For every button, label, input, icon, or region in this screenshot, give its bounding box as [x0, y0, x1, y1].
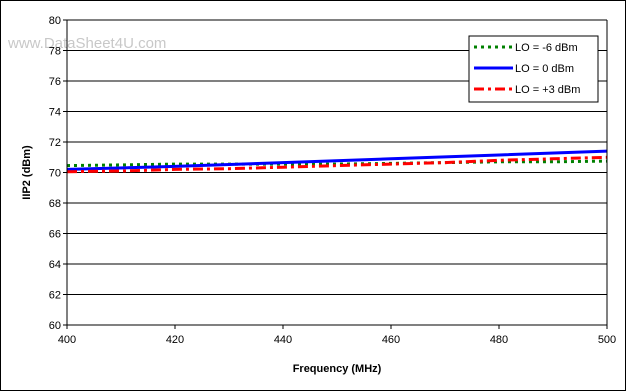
y-tick-label-70: 70: [49, 168, 61, 180]
x-axis-label: Frequency (MHz): [293, 363, 382, 375]
legend-label-2: LO = 0 dBm: [515, 63, 574, 75]
gridlines: [67, 19, 607, 295]
x-tick-label-420: 420: [166, 334, 184, 346]
y-axis-label: IIP2 (dBm): [21, 145, 33, 200]
y-tick-label-66: 66: [49, 229, 61, 241]
series-line-2: [66, 149, 608, 171]
series-line-1: [66, 159, 608, 168]
y-tick-label-60: 60: [49, 320, 61, 332]
series-line-3: [66, 155, 608, 174]
x-tick-label-440: 440: [274, 334, 292, 346]
y-tick-label-78: 78: [49, 46, 61, 58]
legend-label-3: LO = +3 dBm: [515, 84, 580, 96]
x-tick-label-500: 500: [598, 334, 616, 346]
y-tick-label-76: 76: [49, 76, 61, 88]
x-tick-label-460: 460: [382, 334, 400, 346]
legend-label-1: LO = -6 dBm: [515, 42, 578, 54]
y-tick-label-80: 80: [49, 15, 61, 27]
y-tick-label-68: 68: [49, 198, 61, 210]
y-tick-label-62: 62: [49, 290, 61, 302]
y-tick-label-72: 72: [49, 137, 61, 149]
watermark: www.DataSheet4U.com: [7, 35, 166, 52]
y-tick-label-64: 64: [49, 259, 61, 271]
x-tick-label-480: 480: [490, 334, 508, 346]
legend: LO = -6 dBm LO = 0 dBm LO = +3 dBm: [468, 35, 599, 103]
x-tick-label-400: 400: [58, 334, 76, 346]
y-tick-label-74: 74: [49, 107, 61, 119]
series-lines: [66, 149, 608, 174]
tick-labels: 60 62 64 66 68 70 72 74 76 78 80 400 420 440 460 480 500: [49, 15, 616, 346]
